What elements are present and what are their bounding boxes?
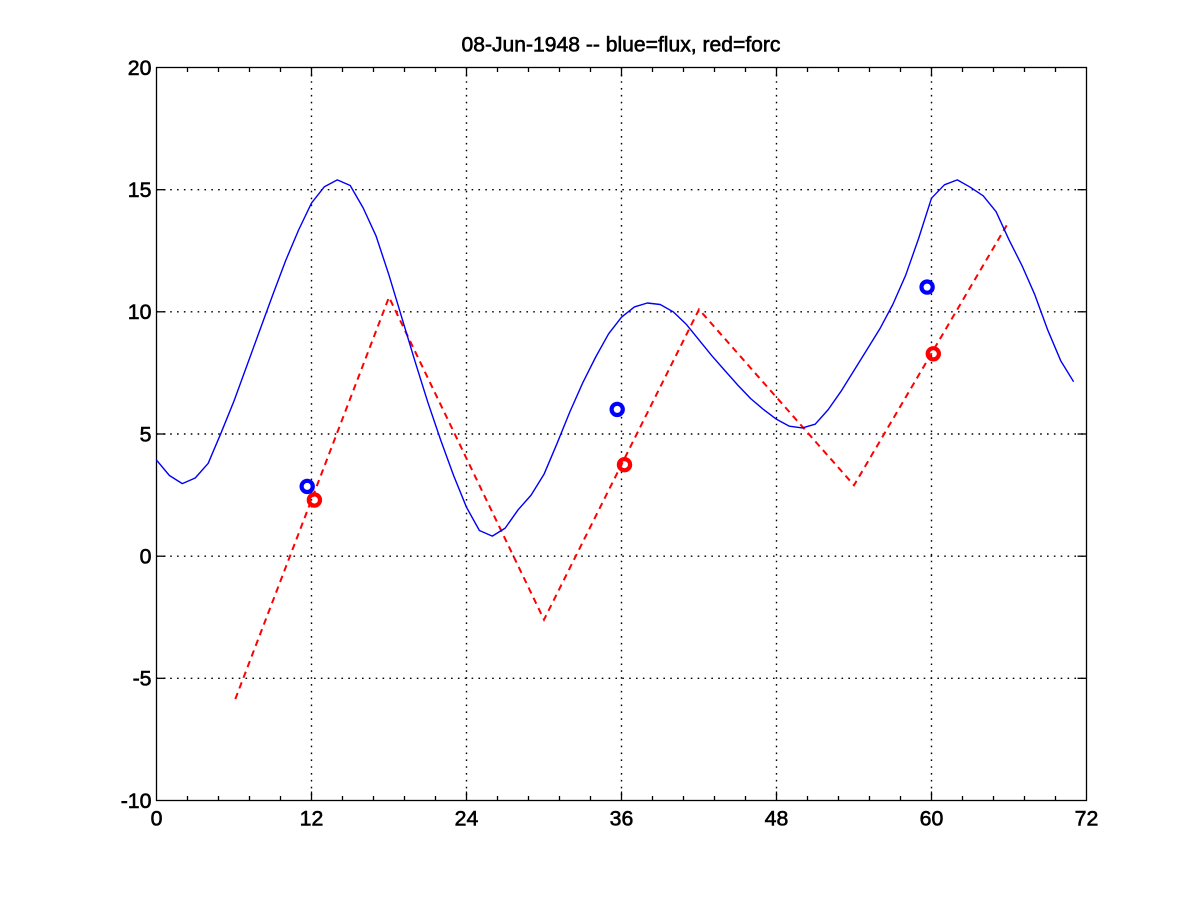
svg-text:36: 36 — [610, 807, 634, 831]
svg-text:0: 0 — [151, 807, 163, 831]
svg-text:12: 12 — [300, 807, 324, 831]
svg-text:24: 24 — [455, 807, 479, 831]
svg-text:72: 72 — [1075, 807, 1099, 831]
svg-text:15: 15 — [128, 178, 152, 202]
svg-text:10: 10 — [128, 300, 152, 324]
svg-text:-5: -5 — [133, 667, 152, 691]
svg-text:5: 5 — [140, 422, 152, 446]
svg-text:-10: -10 — [121, 789, 152, 813]
svg-text:20: 20 — [128, 56, 152, 80]
svg-text:60: 60 — [920, 807, 944, 831]
svg-text:48: 48 — [765, 807, 789, 831]
svg-text:08-Jun-1948 -- blue=flux, red=: 08-Jun-1948 -- blue=flux, red=forc — [462, 32, 781, 56]
svg-text:0: 0 — [140, 545, 152, 569]
